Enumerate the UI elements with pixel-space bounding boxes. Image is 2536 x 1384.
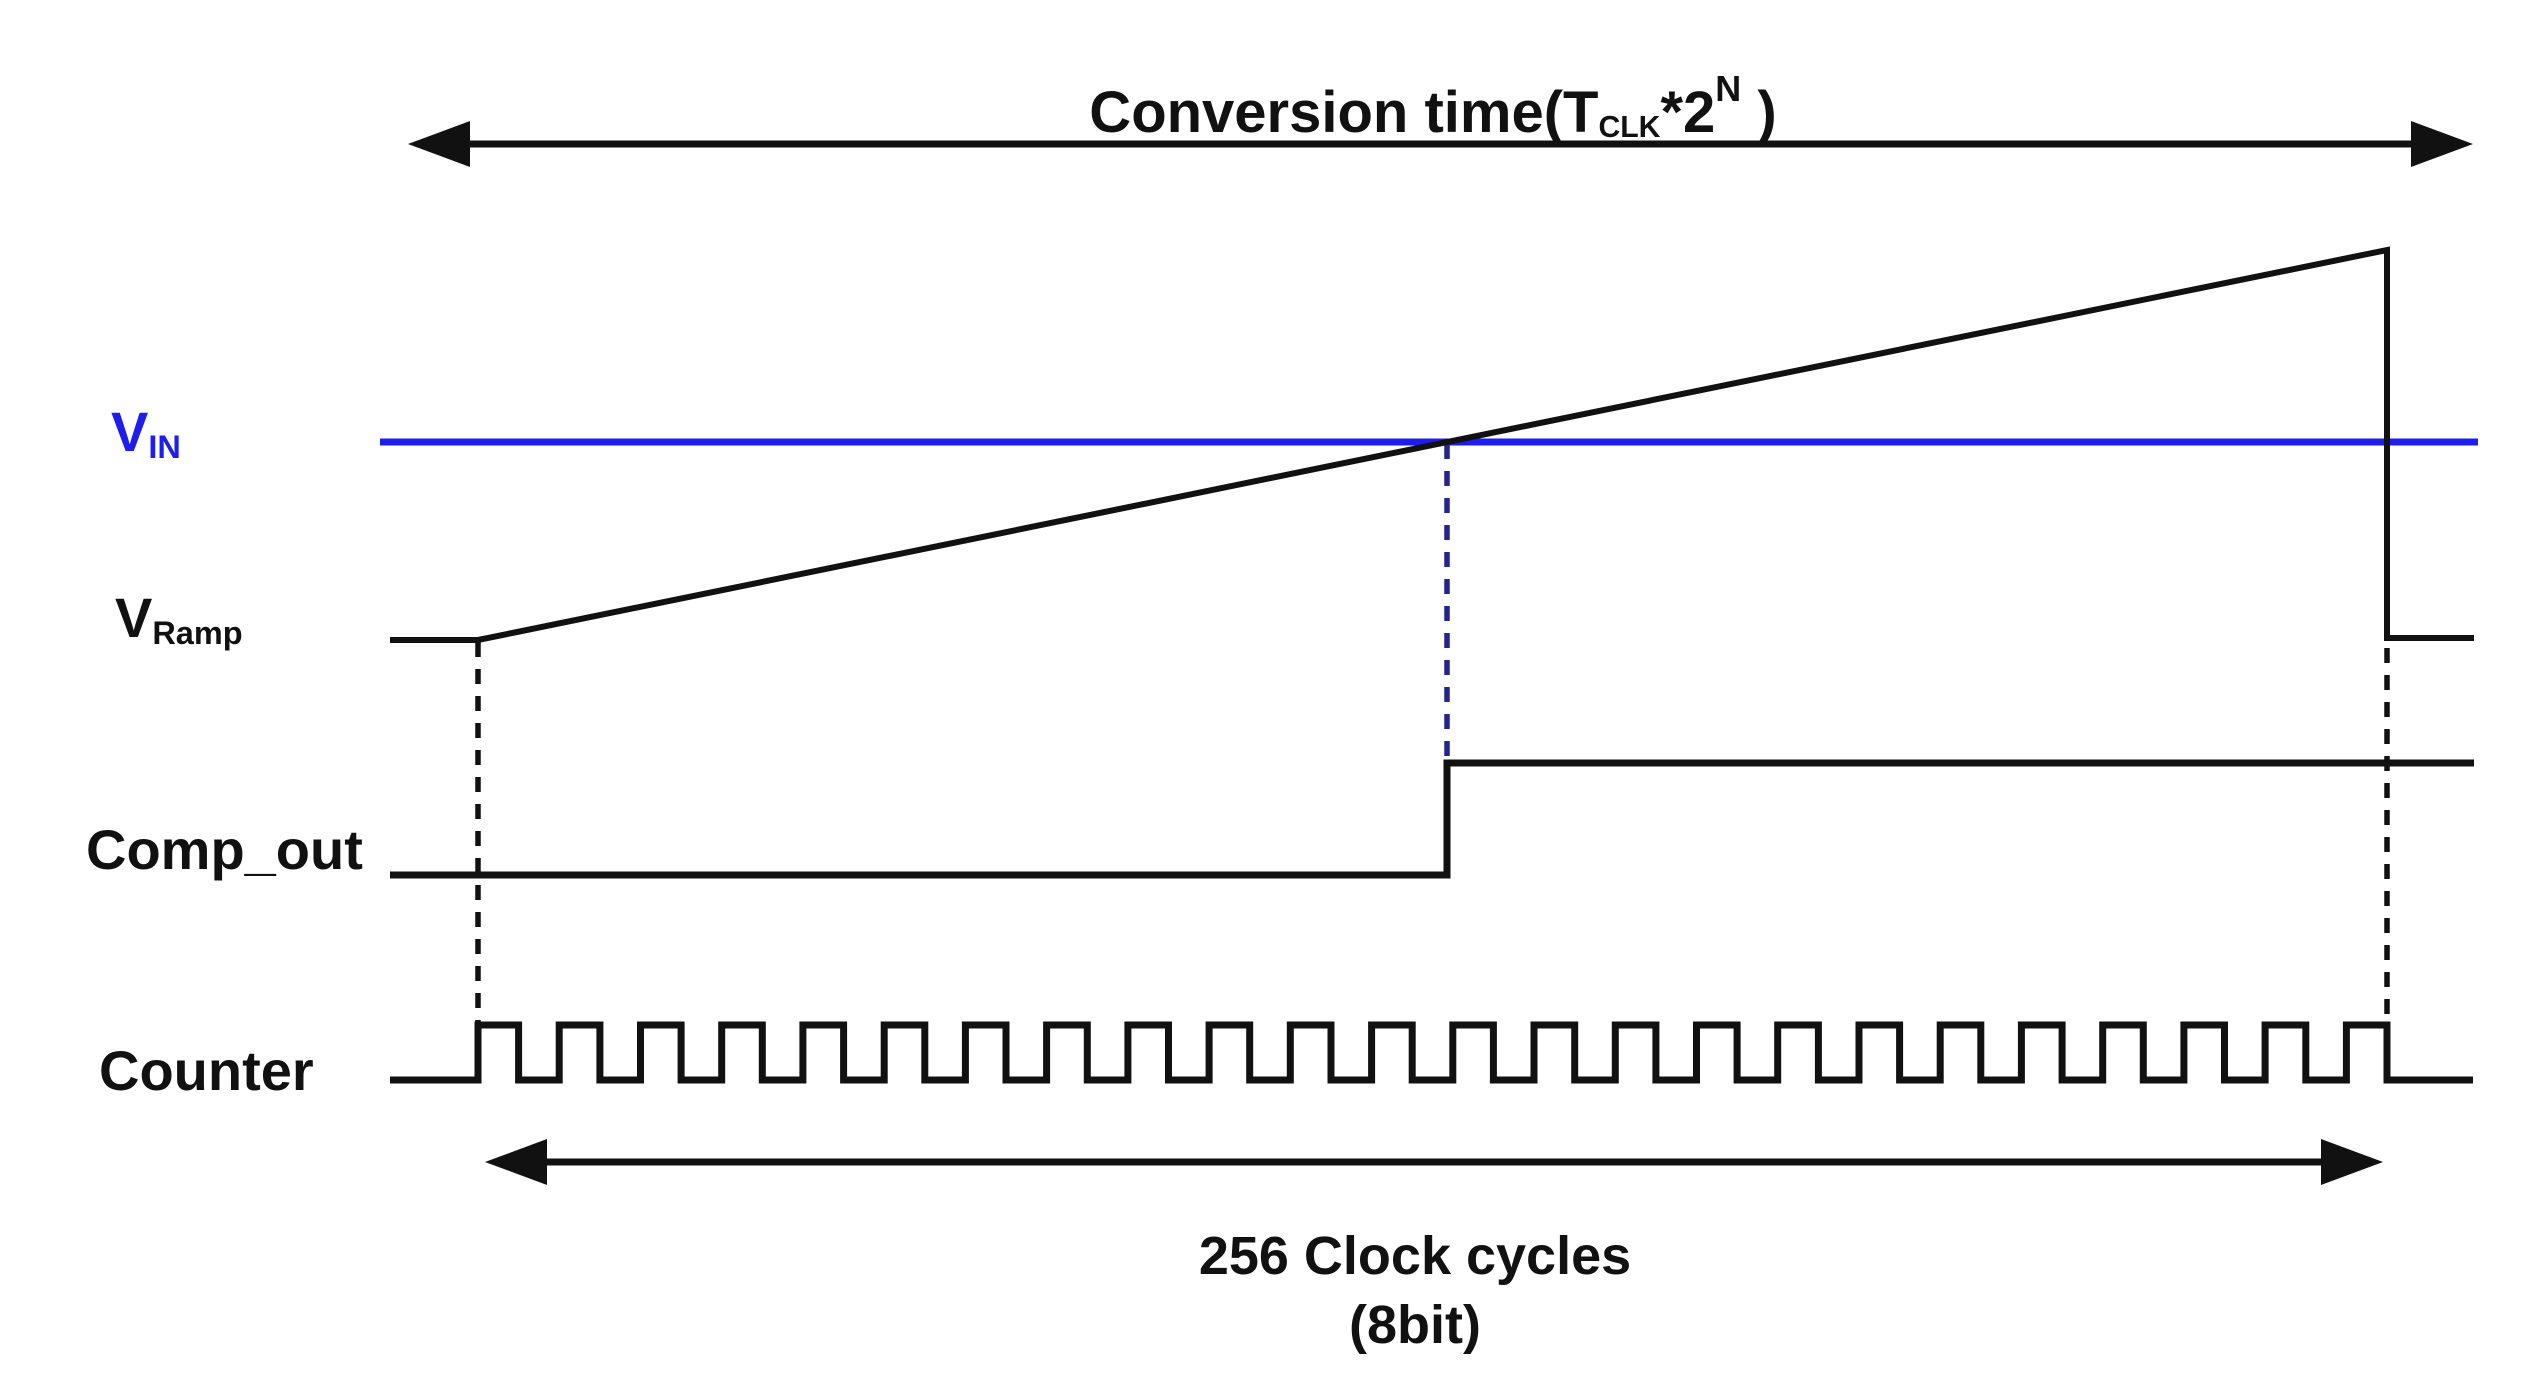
- title-text: Conversion time(T: [1089, 80, 1599, 145]
- arrowhead-left-icon: [485, 1139, 547, 1185]
- clock-cycles-note: 256 Clock cycles (8bit): [1199, 1222, 1631, 1360]
- title-superscript-n: N: [1715, 68, 1742, 110]
- vin-label-main: V: [111, 400, 149, 463]
- clock-cycles-line1: 256 Clock cycles: [1198, 1226, 1632, 1286]
- vramp-label-main: V: [115, 586, 153, 649]
- arrowhead-left-icon: [408, 121, 470, 167]
- vramp-label: VRamp: [115, 590, 243, 650]
- counter-wave: [390, 1021, 2473, 1084]
- vin-label-sub: IN: [148, 429, 181, 466]
- title-mult: *2: [1660, 80, 1716, 145]
- vramp-label-sub: Ramp: [152, 615, 243, 652]
- arrowhead-right-icon: [2321, 1139, 2383, 1185]
- comp-out-wave: [390, 759, 2474, 879]
- comp-out-label: Comp_out: [86, 818, 363, 881]
- title-subscript-clk: CLK: [1598, 111, 1661, 145]
- clock-cycles-line2: (8bit): [1349, 1295, 1481, 1356]
- conversion-time-arrow: [408, 121, 2473, 167]
- diagram-title: Conversion time(TCLK*2N ): [1089, 71, 1776, 145]
- counter-label: Counter: [99, 1039, 314, 1102]
- arrowhead-right-icon: [2411, 121, 2473, 167]
- vramp-wave: [390, 246, 2474, 643]
- vin-label: VIN: [111, 404, 181, 464]
- clock-cycles-arrow: [485, 1139, 2383, 1185]
- title-close-paren: ): [1741, 80, 1777, 145]
